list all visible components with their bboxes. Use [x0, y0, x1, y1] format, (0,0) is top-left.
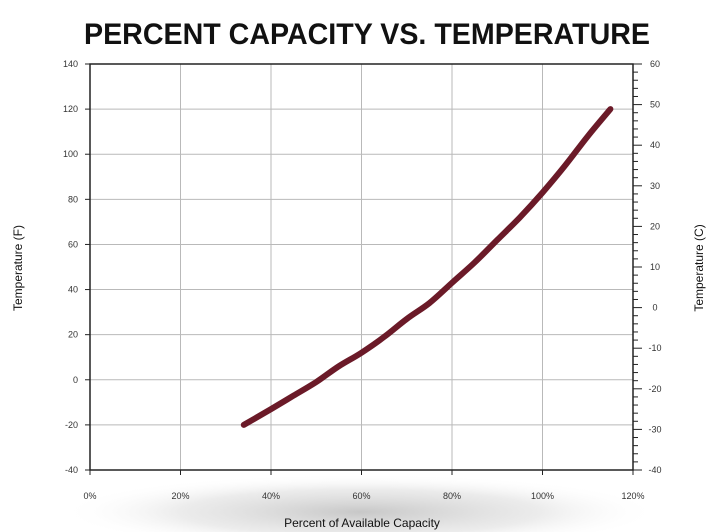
y-left-tick-label: 60 [68, 239, 78, 249]
series [240, 106, 614, 428]
floor-shadow [60, 474, 660, 532]
plot-frame [89, 63, 634, 471]
x-tick-label: 20% [171, 491, 189, 501]
y-left-tick-label: -20 [65, 420, 78, 430]
y-right-tick-label: 60 [650, 59, 660, 69]
y-left-tick-label: 0 [73, 375, 78, 385]
x-tick-label: 100% [531, 491, 554, 501]
y-right-tick-label: 50 [650, 100, 660, 110]
y-right-tick-label: -30 [648, 424, 661, 434]
y-left-tick-label: 20 [68, 330, 78, 340]
y-right-tick-label: 20 [650, 221, 660, 231]
y-left-tick-label: 40 [68, 285, 78, 295]
y-right-tick-label: 10 [650, 262, 660, 272]
x-axis-label: Percent of Available Capacity [284, 516, 440, 530]
y-right-tick-label: 0 [652, 303, 657, 313]
y-right-tick-label: 30 [650, 181, 660, 191]
x-tick-label: 80% [443, 491, 461, 501]
x-tick-label: 0% [83, 491, 96, 501]
y-left-tick-label: -40 [65, 465, 78, 475]
y-right-tick-label: 40 [650, 140, 660, 150]
y-right-tick-label: -40 [648, 465, 661, 475]
x-tick-label: 40% [262, 491, 280, 501]
y-right-tick-label: -20 [648, 384, 661, 394]
grid [89, 63, 634, 471]
y-axis-label-left: Temperature (F) [11, 225, 25, 311]
y-left-tick-label: 120 [63, 104, 78, 114]
chart-title: PERCENT CAPACITY VS. TEMPERATURE [84, 18, 650, 51]
y-left-tick-label: 80 [68, 194, 78, 204]
x-tick-label: 60% [352, 491, 370, 501]
x-tick-label: 120% [621, 491, 644, 501]
series-line [240, 106, 614, 428]
y-right-tick-label: -10 [648, 343, 661, 353]
y-axis-label-right: Temperature (C) [692, 224, 706, 311]
y-left-tick-label: 100 [63, 149, 78, 159]
y-left-tick-label: 140 [63, 59, 78, 69]
